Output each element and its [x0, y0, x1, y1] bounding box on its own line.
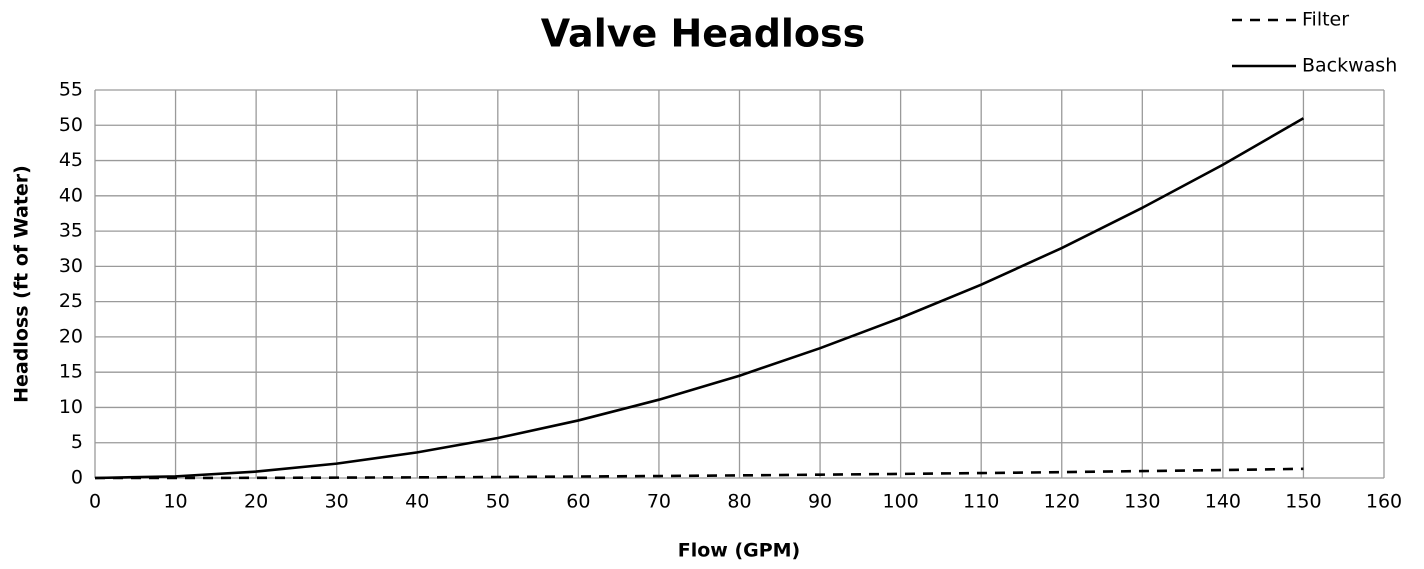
x-tick-label: 30 — [325, 491, 349, 513]
x-tick-label: 150 — [1285, 491, 1321, 513]
y-tick-label: 35 — [59, 220, 83, 242]
x-tick-label: 40 — [405, 491, 429, 513]
y-tick-label: 40 — [59, 184, 83, 206]
y-tick-label: 5 — [71, 431, 83, 453]
y-tick-label: 15 — [59, 361, 83, 383]
line-series — [94, 117, 1305, 480]
y-tick-label: 20 — [59, 325, 83, 347]
chart-title: Valve Headloss — [541, 12, 866, 56]
x-tick-label: 80 — [727, 491, 751, 513]
x-tick-label: 50 — [486, 491, 510, 513]
x-tick-label: 90 — [808, 491, 832, 513]
y-tick-label: 25 — [59, 290, 83, 312]
x-tick-label: 130 — [1124, 491, 1160, 513]
x-tick-label: 140 — [1205, 491, 1241, 513]
y-tick-label: 30 — [59, 255, 83, 277]
x-tick-label: 100 — [882, 491, 918, 513]
y-axis-label: Headloss (ft of Water) — [11, 165, 33, 403]
x-tick-label: 70 — [647, 491, 671, 513]
legend-label: Backwash — [1302, 55, 1397, 77]
y-tick-label: 50 — [59, 114, 83, 136]
y-tick-label: 10 — [59, 396, 83, 418]
x-tick-label: 160 — [1366, 491, 1402, 513]
x-tick-label: 0 — [89, 491, 101, 513]
x-tick-label: 120 — [1044, 491, 1080, 513]
legend-label: Filter — [1302, 9, 1349, 31]
x-tick-label: 110 — [963, 491, 999, 513]
x-tick-label: 20 — [244, 491, 268, 513]
y-tick-label: 45 — [59, 149, 83, 171]
y-tick-label: 0 — [71, 467, 83, 489]
x-tick-label: 10 — [163, 491, 187, 513]
line-series — [94, 467, 1304, 480]
x-axis-label: Flow (GPM) — [678, 540, 801, 562]
x-tick-label: 60 — [566, 491, 590, 513]
y-tick-label: 55 — [59, 79, 83, 101]
